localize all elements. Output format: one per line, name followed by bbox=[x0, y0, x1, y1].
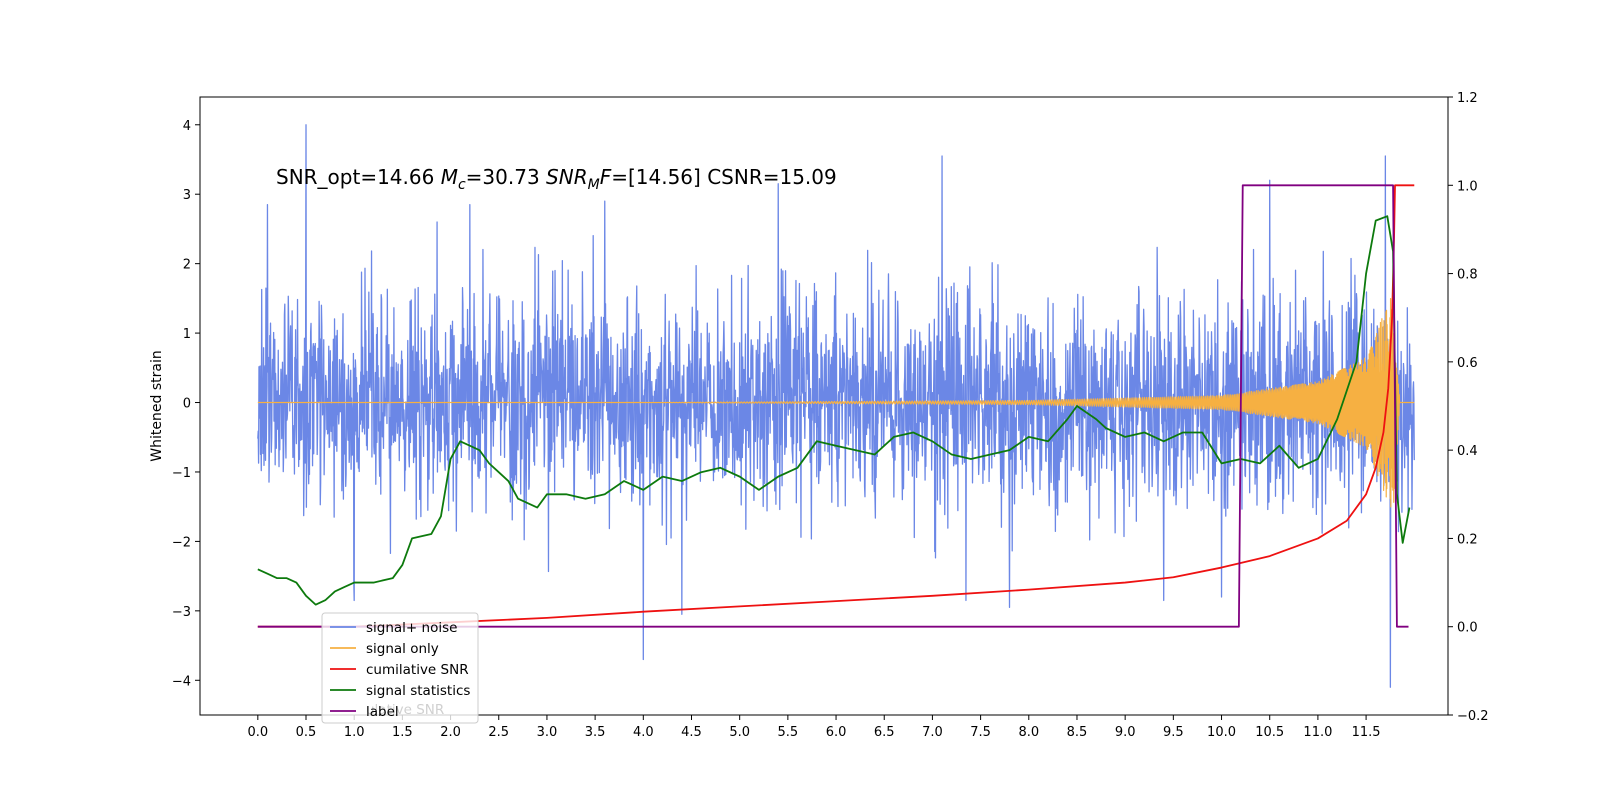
x-tick-label: 5.5 bbox=[778, 725, 799, 740]
x-tick-label: 7.5 bbox=[970, 725, 991, 740]
x-tick-label: 6.5 bbox=[874, 725, 895, 740]
y-right-tick-label: 0.6 bbox=[1457, 356, 1478, 371]
x-tick-label: 9.0 bbox=[1115, 725, 1136, 740]
y-left-tick-label: 3 bbox=[183, 188, 191, 203]
x-tick-label: 10.5 bbox=[1255, 725, 1284, 740]
x-tick-label: 11.5 bbox=[1352, 725, 1381, 740]
y-left-tick-label: 0 bbox=[183, 397, 191, 412]
y-right-tick-label: 0.4 bbox=[1457, 444, 1478, 459]
snr-annotation: SNR_opt=14.66 Mc=30.73 SNRMF=[14.56] CSN… bbox=[276, 165, 837, 193]
x-tick-label: 10.0 bbox=[1207, 725, 1236, 740]
x-tick-label: 8.5 bbox=[1067, 725, 1088, 740]
axes-frame bbox=[199, 96, 1449, 716]
legend-box bbox=[321, 612, 479, 724]
x-tick-label: 1.0 bbox=[344, 725, 365, 740]
y-left-tick-label: −3 bbox=[172, 605, 191, 620]
legend-entry-label: signal statistics bbox=[366, 683, 470, 699]
y-right-tick-label: 1.2 bbox=[1457, 91, 1478, 106]
y-axis-label-left: Whitened strain bbox=[149, 350, 165, 461]
series-line-cumilative-snr bbox=[257, 184, 1415, 628]
legend-entry-label: cumilative SNR bbox=[366, 662, 469, 678]
annotation-snr-sub: M bbox=[588, 177, 600, 193]
y-right-tick-label: −0.2 bbox=[1457, 709, 1489, 724]
annotation-snr-value: =[14.56] CSNR=15.09 bbox=[611, 165, 837, 189]
x-tick-label: 5.0 bbox=[729, 725, 750, 740]
x-tick-label: 8.0 bbox=[1018, 725, 1039, 740]
x-tick-label: 4.5 bbox=[681, 725, 702, 740]
y-left-tick-label: −4 bbox=[172, 674, 191, 689]
series-line-signal-only bbox=[257, 292, 1415, 508]
legend: ulative SNR signal+ noise signal only cumi… bbox=[321, 612, 479, 724]
x-tick-label: 0.5 bbox=[296, 725, 317, 740]
legend-entry-label: label bbox=[366, 704, 399, 720]
annotation-snr-tail: F bbox=[600, 165, 612, 189]
x-tick-label: 3.0 bbox=[537, 725, 558, 740]
y-left-tick-label: 1 bbox=[183, 327, 191, 342]
annotation-mc-value: =30.73 bbox=[466, 165, 546, 189]
x-tick-label: 4.0 bbox=[633, 725, 654, 740]
series-line-signal-statistics bbox=[257, 215, 1411, 606]
y-right-tick-label: 0.8 bbox=[1457, 268, 1478, 283]
y-right-tick-label: 0.2 bbox=[1457, 532, 1478, 547]
y-left-tick-label: −2 bbox=[172, 535, 191, 550]
y-right-tick-label: 0.0 bbox=[1457, 621, 1478, 636]
legend-entry-label: signal only bbox=[366, 641, 439, 657]
x-tick-label: 2.0 bbox=[440, 725, 461, 740]
x-tick-label: 7.0 bbox=[922, 725, 943, 740]
y-left-tick-label: −1 bbox=[172, 466, 191, 481]
x-tick-label: 0.0 bbox=[247, 725, 268, 740]
annotation-snr-symbol: SNR bbox=[546, 165, 588, 189]
plot-area bbox=[257, 124, 1415, 688]
x-tick-label: 2.5 bbox=[488, 725, 509, 740]
x-tick-label: 6.0 bbox=[826, 725, 847, 740]
y-left-tick-label: 2 bbox=[183, 258, 191, 273]
legend-ghost-text: ulative SNR bbox=[366, 702, 444, 718]
x-tick-label: 9.5 bbox=[1163, 725, 1184, 740]
y-left-tick-label: 4 bbox=[183, 119, 191, 134]
annotation-mc-sub: c bbox=[458, 177, 466, 193]
legend-entry-label: signal+ noise bbox=[366, 620, 457, 636]
series-line-label bbox=[257, 184, 1409, 628]
x-tick-label: 3.5 bbox=[585, 725, 606, 740]
x-tick-label: 1.5 bbox=[392, 725, 413, 740]
annotation-mc-symbol: M bbox=[441, 165, 458, 189]
annotation-prefix: SNR_opt=14.66 bbox=[276, 165, 441, 189]
axis-ticks: 0.0 0.5 1.0 1.5 2.0 2.5 3.0 3.5 4.0 4.5 5.0 5.5 6.0 6… bbox=[172, 91, 1489, 740]
y-right-tick-label: 1.0 bbox=[1457, 179, 1478, 194]
series-line-signal-noise bbox=[257, 124, 1415, 688]
x-tick-label: 11.0 bbox=[1303, 725, 1332, 740]
